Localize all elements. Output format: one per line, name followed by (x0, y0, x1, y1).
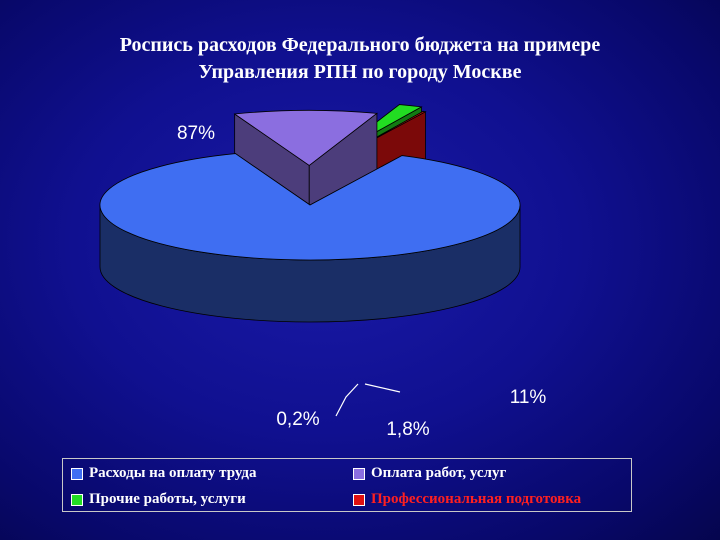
legend-swatch-2 (353, 467, 365, 480)
legend-item-3: Прочие работы, услуги (71, 491, 246, 508)
pie-slice-1 (99, 152, 521, 323)
legend-label-1: Расходы на оплату труда (89, 465, 257, 481)
legend-item-1: Расходы на оплату труда (71, 465, 257, 482)
data-label-3: 1,8% (386, 419, 429, 440)
chart-title: Роспись расходов Федерального бюджета на… (0, 32, 720, 86)
chart-title-line-1: Роспись расходов Федерального бюджета на… (119, 34, 601, 56)
legend-label-3: Прочие работы, услуги (89, 491, 246, 507)
leader-line-4 (335, 383, 359, 417)
legend-item-2: Оплата работ, услуг (353, 465, 506, 482)
chart-legend: Расходы на оплату труда Оплата работ, усл… (62, 458, 632, 512)
legend-label-4: Профессиональная подготовка (371, 491, 582, 507)
data-label-2: 11% (510, 387, 547, 408)
chart-title-line-2: Управления РПН по городу Москве (198, 61, 522, 83)
data-label-1: 87% (177, 123, 215, 144)
legend-swatch-4 (353, 493, 365, 506)
data-label-4: 0,2% (276, 409, 319, 430)
leader-line-3 (364, 383, 401, 393)
legend-label-2: Оплата работ, услуг (371, 465, 507, 481)
legend-swatch-3 (71, 493, 83, 506)
legend-item-4: Профессиональная подготовка (353, 491, 581, 508)
legend-swatch-1 (71, 467, 83, 480)
